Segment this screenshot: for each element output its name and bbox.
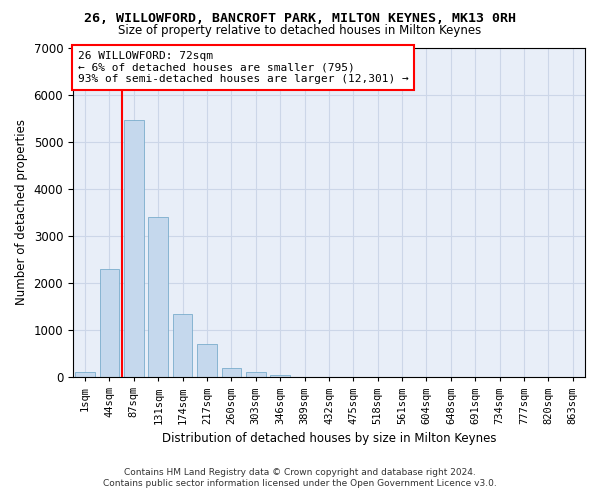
Text: Size of property relative to detached houses in Milton Keynes: Size of property relative to detached ho… [118, 24, 482, 37]
Bar [246, 372, 266, 377]
Bar [124, 120, 143, 377]
Bar [271, 375, 290, 377]
Bar [148, 217, 168, 377]
Bar [221, 368, 241, 377]
Y-axis label: Number of detached properties: Number of detached properties [15, 120, 28, 306]
Bar [76, 372, 95, 377]
Bar [197, 344, 217, 377]
Bar [100, 269, 119, 377]
Text: Contains HM Land Registry data © Crown copyright and database right 2024.
Contai: Contains HM Land Registry data © Crown c… [103, 468, 497, 487]
Text: 26 WILLOWFORD: 72sqm
← 6% of detached houses are smaller (795)
93% of semi-detac: 26 WILLOWFORD: 72sqm ← 6% of detached ho… [78, 51, 409, 84]
Text: 26, WILLOWFORD, BANCROFT PARK, MILTON KEYNES, MK13 0RH: 26, WILLOWFORD, BANCROFT PARK, MILTON KE… [84, 12, 516, 26]
X-axis label: Distribution of detached houses by size in Milton Keynes: Distribution of detached houses by size … [162, 432, 496, 445]
Bar [173, 314, 193, 377]
